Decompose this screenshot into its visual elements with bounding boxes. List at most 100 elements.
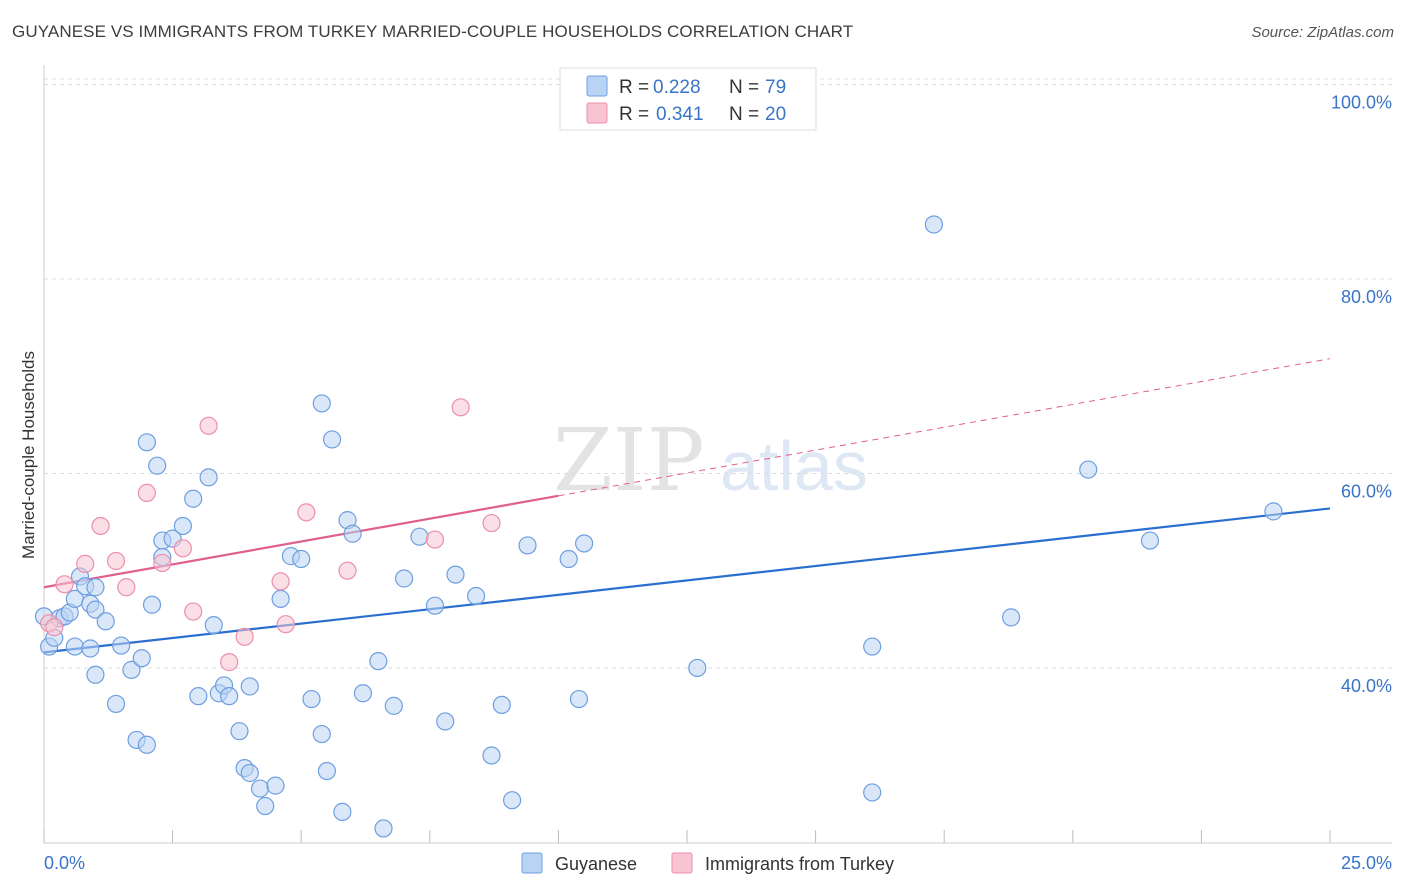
point-turkey — [482, 513, 501, 533]
point-guyanese — [369, 652, 388, 671]
point-guyanese — [86, 600, 105, 619]
point-turkey — [184, 602, 203, 621]
point-guyanese — [271, 589, 290, 609]
point-guyanese — [425, 596, 445, 615]
point-guyanese — [322, 430, 342, 449]
x-tick-label-max: 25.0% — [1341, 853, 1392, 873]
point-guyanese — [106, 694, 126, 714]
point-guyanese — [569, 689, 589, 709]
point-guyanese — [302, 689, 321, 709]
y-tick-label: 100.0% — [1331, 92, 1392, 112]
point-guyanese — [132, 649, 151, 668]
point-turkey — [173, 539, 192, 558]
point-guyanese — [312, 394, 331, 413]
point-guyanese — [137, 433, 156, 452]
point-turkey — [199, 416, 218, 435]
point-turkey — [76, 554, 95, 573]
point-turkey — [153, 553, 172, 573]
legend-swatch-guyanese — [586, 75, 608, 97]
y-tick-label: 80.0% — [1341, 287, 1392, 307]
legend-n-value: 79 — [765, 77, 786, 98]
point-turkey — [45, 618, 64, 637]
watermark-zip: ZIP — [553, 411, 705, 511]
point-guyanese — [559, 549, 578, 569]
point-guyanese — [142, 595, 162, 614]
point-guyanese — [230, 722, 249, 741]
point-guyanese — [240, 677, 259, 696]
point-turkey — [271, 572, 290, 591]
point-guyanese — [220, 687, 239, 706]
y-tick-label: 40.0% — [1341, 676, 1392, 696]
point-guyanese — [863, 783, 882, 802]
legend-r-label: R = — [619, 104, 649, 125]
y-tick-label: 60.0% — [1341, 481, 1392, 501]
point-guyanese — [353, 684, 373, 703]
legend-swatch-guyanese — [521, 852, 543, 874]
grid — [44, 78, 1392, 669]
point-guyanese — [173, 516, 192, 536]
data-points — [34, 215, 1283, 838]
point-guyanese — [292, 549, 311, 569]
point-guyanese — [137, 735, 156, 754]
point-guyanese — [1001, 608, 1021, 627]
watermark: ZIP atlas — [553, 411, 868, 511]
legend-n-label: N = — [729, 77, 759, 98]
legend-r-value: 0.228 — [653, 77, 701, 98]
legend-n-label: N = — [729, 104, 759, 125]
legend-label-guyanese: Guyanese — [555, 854, 637, 874]
point-guyanese — [317, 761, 337, 781]
legend-swatch-turkey — [586, 102, 608, 124]
point-guyanese — [518, 536, 537, 555]
legend-n-value: 20 — [765, 104, 786, 125]
point-guyanese — [924, 215, 944, 234]
point-guyanese — [394, 569, 414, 588]
stats-legend: R = 0.228 N = 79 R = 0.341 N = 20 — [559, 67, 817, 131]
point-turkey — [117, 578, 136, 597]
x-ticks — [43, 830, 1331, 843]
point-guyanese — [374, 819, 393, 838]
trend-lines — [43, 358, 1331, 654]
point-guyanese — [436, 712, 455, 731]
point-guyanese — [482, 746, 501, 765]
point-guyanese — [184, 489, 203, 508]
point-guyanese — [333, 802, 352, 821]
point-guyanese — [1264, 502, 1283, 521]
point-turkey — [106, 551, 126, 571]
trend-line-extrapolated — [558, 358, 1331, 497]
point-guyanese — [65, 637, 84, 656]
point-guyanese — [1140, 531, 1160, 550]
point-turkey — [338, 561, 357, 580]
chart-title: GUYANESE VS IMMIGRANTS FROM TURKEY MARRI… — [12, 22, 854, 41]
point-guyanese — [343, 524, 362, 543]
point-guyanese — [1079, 460, 1098, 479]
y-axis-title: Married-couple Households — [19, 351, 38, 559]
point-turkey — [451, 398, 470, 417]
legend-swatch-turkey — [671, 852, 693, 874]
point-guyanese — [863, 637, 882, 656]
trend-line — [43, 494, 559, 589]
point-guyanese — [81, 639, 100, 658]
point-guyanese — [503, 791, 522, 810]
point-guyanese — [410, 527, 429, 546]
point-guyanese — [240, 763, 259, 783]
source-label: Source: ZipAtlas.com — [1251, 24, 1394, 41]
x-tick-label-min: 0.0% — [44, 853, 85, 873]
point-guyanese — [492, 695, 511, 715]
point-guyanese — [204, 616, 223, 635]
point-guyanese — [256, 796, 275, 816]
point-turkey — [297, 503, 316, 522]
point-guyanese — [688, 658, 707, 678]
point-guyanese — [250, 779, 270, 798]
point-guyanese — [312, 724, 331, 744]
point-turkey — [276, 615, 295, 634]
point-guyanese — [189, 687, 208, 706]
watermark-atlas: atlas — [720, 427, 868, 505]
point-turkey — [137, 483, 156, 502]
legend-r-label: R = — [619, 77, 649, 98]
series-legend: Guyanese Immigrants from Turkey — [521, 852, 894, 874]
point-guyanese — [199, 468, 218, 487]
point-guyanese — [384, 696, 403, 715]
point-guyanese — [96, 612, 115, 631]
point-guyanese — [122, 660, 141, 679]
point-guyanese — [466, 586, 486, 606]
